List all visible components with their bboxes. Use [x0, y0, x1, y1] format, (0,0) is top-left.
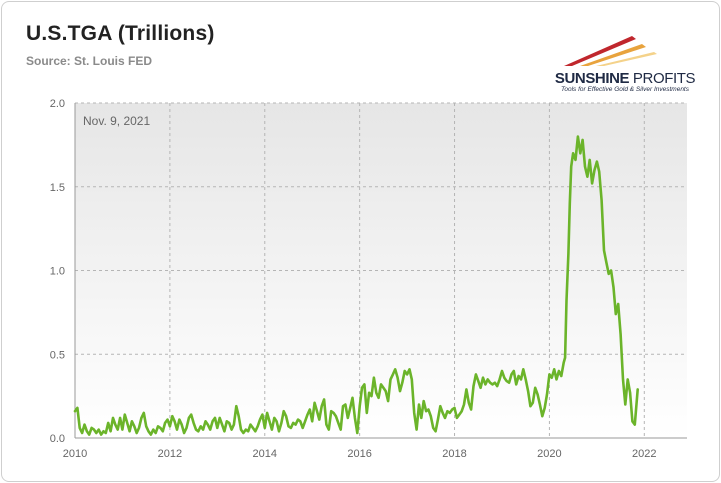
logo-name: SUNSHINE PROFITS — [550, 70, 700, 87]
logo-name-part2: PROFITS — [629, 70, 696, 87]
chart-title: U.S.TGA (Trillions) — [26, 22, 215, 45]
x-tick-label: 2016 — [347, 448, 371, 460]
logo-tagline: Tools for Effective Gold & Silver Invest… — [560, 86, 689, 93]
logo-name-part1: SUNSHINE — [554, 70, 630, 87]
x-tick-label: 2012 — [158, 448, 182, 460]
x-tick-label: 2014 — [253, 448, 277, 460]
chart-source: Source: St. Louis FED — [26, 54, 153, 68]
date-annotation: Nov. 9, 2021 — [83, 114, 150, 128]
tga-series-line — [73, 135, 640, 436]
y-tick-label: 0.0 — [50, 433, 65, 445]
y-tick-label: 0.5 — [50, 349, 65, 361]
y-tick-label: 1.5 — [50, 182, 65, 194]
x-tick-label: 2022 — [632, 448, 656, 460]
logo-swoosh-icon — [564, 36, 657, 66]
y-tick-label: 1.0 — [50, 266, 65, 278]
x-tick-label: 2018 — [442, 448, 466, 460]
x-tick-label: 2020 — [537, 448, 561, 460]
sunshine-profits-logo: SUNSHINE PROFITS Tools for Effective Gol… — [550, 30, 700, 96]
x-tick-label: 2010 — [63, 448, 87, 460]
y-tick-label: 2.0 — [50, 98, 65, 110]
